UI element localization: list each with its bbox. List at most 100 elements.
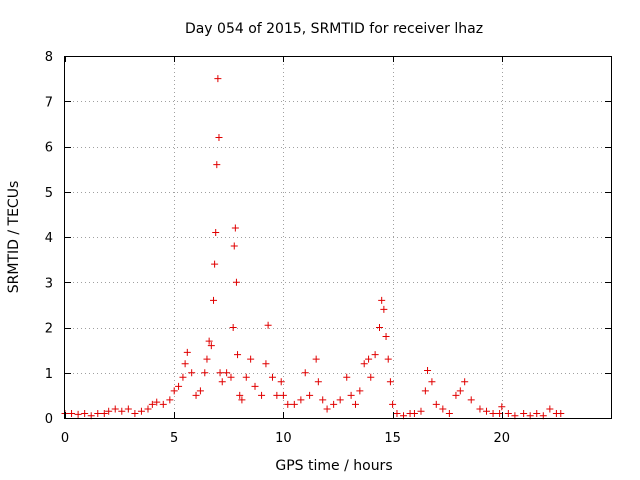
y-axis-label: SRMTID / TECUs xyxy=(6,181,22,294)
chart-title: Day 054 of 2015, SRMTID for receiver lha… xyxy=(185,21,483,37)
data-point xyxy=(439,405,447,413)
data-points xyxy=(61,75,565,420)
data-point xyxy=(504,409,512,417)
data-point xyxy=(467,396,475,404)
data-point xyxy=(365,355,373,363)
data-point xyxy=(557,409,565,417)
data-point xyxy=(211,260,219,268)
data-point xyxy=(367,373,375,381)
data-point xyxy=(205,337,213,345)
data-point xyxy=(210,296,218,304)
data-point xyxy=(314,378,322,386)
data-point xyxy=(273,391,281,399)
data-point xyxy=(264,321,272,329)
data-point xyxy=(181,360,189,368)
x-tick-label: 10 xyxy=(275,431,292,446)
data-point xyxy=(231,224,239,232)
data-point xyxy=(258,391,266,399)
data-point xyxy=(277,378,285,386)
data-point xyxy=(498,403,506,411)
data-point xyxy=(111,405,119,413)
data-point xyxy=(389,400,397,408)
data-point xyxy=(137,407,145,415)
data-point xyxy=(382,333,390,341)
data-point xyxy=(214,75,222,83)
data-point xyxy=(356,387,364,395)
data-point xyxy=(489,409,497,417)
data-point xyxy=(421,387,429,395)
data-point xyxy=(520,409,528,417)
y-tick-label: 7 xyxy=(45,95,53,110)
data-point xyxy=(347,391,355,399)
data-point xyxy=(360,360,368,368)
data-point xyxy=(384,355,392,363)
data-point xyxy=(207,342,215,350)
y-tick-label: 4 xyxy=(45,231,53,246)
data-point xyxy=(386,378,394,386)
y-tick-label: 1 xyxy=(45,367,53,382)
data-point xyxy=(424,366,432,374)
y-tick-label: 3 xyxy=(45,276,53,291)
data-point xyxy=(312,355,320,363)
y-tick-label: 8 xyxy=(45,50,53,65)
data-point xyxy=(124,405,132,413)
data-point xyxy=(232,278,240,286)
x-tick-label: 0 xyxy=(61,431,69,446)
plot-frame xyxy=(64,56,612,419)
data-point xyxy=(461,378,469,386)
data-point xyxy=(546,405,554,413)
data-point xyxy=(351,400,359,408)
data-point xyxy=(456,387,464,395)
data-point xyxy=(306,391,314,399)
data-point xyxy=(81,409,89,417)
data-point xyxy=(159,400,167,408)
data-point xyxy=(268,373,276,381)
data-point xyxy=(100,409,108,417)
data-point xyxy=(476,405,484,413)
data-point xyxy=(393,409,401,417)
data-point xyxy=(297,396,305,404)
x-axis-label: GPS time / hours xyxy=(275,458,392,474)
data-point xyxy=(196,387,204,395)
data-point xyxy=(234,351,242,359)
data-point xyxy=(378,296,386,304)
data-point xyxy=(236,391,244,399)
data-point xyxy=(170,387,178,395)
y-tick-label: 6 xyxy=(45,141,53,156)
data-point xyxy=(153,398,161,406)
data-point xyxy=(279,391,287,399)
data-point xyxy=(533,409,541,417)
data-point xyxy=(336,396,344,404)
data-point xyxy=(417,407,425,415)
data-point xyxy=(242,373,250,381)
data-point xyxy=(483,407,491,415)
data-point xyxy=(330,400,338,408)
data-point xyxy=(201,369,209,377)
data-point xyxy=(251,382,259,390)
data-point xyxy=(230,242,238,250)
data-point xyxy=(131,409,139,417)
data-point xyxy=(452,391,460,399)
data-point xyxy=(247,355,255,363)
data-point xyxy=(496,409,504,417)
data-point xyxy=(301,369,309,377)
data-point xyxy=(148,400,156,408)
data-point xyxy=(375,324,383,331)
data-point xyxy=(213,161,221,169)
y-tick-label: 2 xyxy=(45,322,53,337)
data-point xyxy=(380,305,388,313)
data-point xyxy=(218,378,226,386)
data-point xyxy=(290,400,298,408)
data-point xyxy=(203,355,211,363)
data-point xyxy=(216,369,224,377)
data-point xyxy=(192,391,200,399)
y-tick-label: 5 xyxy=(45,186,53,201)
y-tick-label: 0 xyxy=(45,412,53,427)
data-point xyxy=(166,396,174,404)
data-point xyxy=(175,382,183,390)
data-point xyxy=(371,351,379,359)
data-point xyxy=(227,373,235,381)
data-point xyxy=(144,405,152,413)
data-point xyxy=(229,324,237,331)
